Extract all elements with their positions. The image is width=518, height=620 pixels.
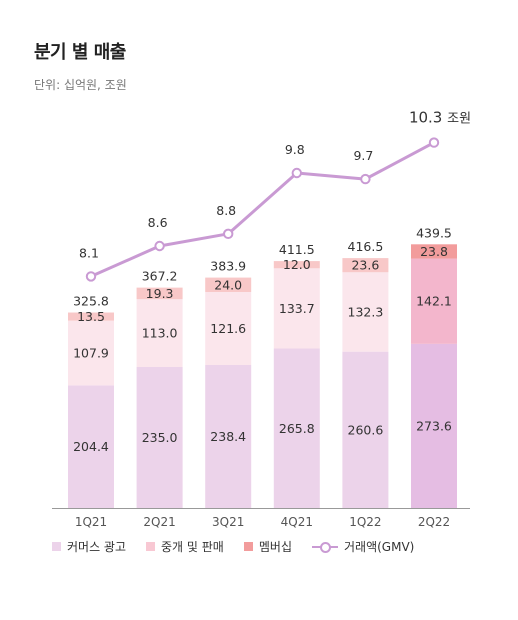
gmv-point-4Q21 xyxy=(291,167,302,179)
label-commerce-ad-1Q21: 204.4 xyxy=(73,439,109,454)
label-brokerage-1Q21: 107.9 xyxy=(73,345,109,360)
x-tick-2Q22: 2Q22 xyxy=(418,515,450,529)
label-brokerage-4Q21: 133.7 xyxy=(279,301,315,316)
legend-item-brokerage: 중개 및 판매 xyxy=(146,538,224,555)
bar-brokerage-2Q22 xyxy=(411,258,457,344)
total-label-1Q21: 325.8 xyxy=(73,294,109,309)
bar-membership-3Q21 xyxy=(205,277,252,292)
label-brokerage-3Q21: 121.6 xyxy=(210,321,246,336)
x-tick-2Q21: 2Q21 xyxy=(143,515,175,529)
legend-label-gmv: 거래액(GMV) xyxy=(343,540,415,554)
legend-item-gmv: 거래액(GMV) xyxy=(311,538,415,555)
gmv-label-2Q22: 10.3 조원 xyxy=(409,109,471,127)
gmv-label-2Q21: 8.6 xyxy=(148,215,168,230)
bar-commerce-ad-3Q21 xyxy=(205,364,252,508)
bar-commerce-ad-4Q21 xyxy=(273,348,320,508)
bar-membership-2Q21 xyxy=(136,287,183,300)
label-membership-1Q22: 23.6 xyxy=(351,258,379,273)
gmv-point-1Q21 xyxy=(85,271,97,282)
total-label-1Q22: 416.5 xyxy=(348,239,384,254)
bar-brokerage-3Q21 xyxy=(205,292,252,365)
legend-label-commerce-ad: 커머스 광고 xyxy=(67,540,127,554)
label-commerce-ad-2Q21: 235.0 xyxy=(142,430,178,445)
bar-membership-1Q21 xyxy=(68,312,114,321)
label-brokerage-1Q22: 132.3 xyxy=(348,304,384,319)
legend-label-membership: 멤버십 xyxy=(258,540,292,554)
bar-commerce-ad-2Q22 xyxy=(411,343,457,508)
x-tick-3Q21: 3Q21 xyxy=(212,515,244,529)
x-tick-1Q21: 1Q21 xyxy=(75,515,107,529)
legend-swatch-brokerage xyxy=(146,542,156,551)
legend-swatch-membership xyxy=(243,542,253,551)
label-brokerage-2Q21: 113.0 xyxy=(142,326,178,341)
total-label-2Q21: 367.2 xyxy=(142,269,178,284)
label-brokerage-2Q22: 142.1 xyxy=(416,294,452,309)
legend-item-commerce-ad: 커머스 광고 xyxy=(52,538,126,555)
label-commerce-ad-2Q22: 273.6 xyxy=(416,418,452,433)
label-membership-2Q22: 23.8 xyxy=(420,244,448,259)
bar-membership-1Q22 xyxy=(342,258,389,273)
label-commerce-ad-3Q21: 238.4 xyxy=(210,429,246,444)
unit-subtitle: 단위: 십억원, 조원 xyxy=(34,78,127,92)
label-commerce-ad-1Q22: 260.6 xyxy=(348,422,384,437)
bar-brokerage-1Q21 xyxy=(68,320,114,386)
legend-item-membership: 멤버십 xyxy=(243,538,292,555)
bar-commerce-ad-2Q21 xyxy=(136,367,183,508)
legend-label-brokerage: 중개 및 판매 xyxy=(161,540,224,554)
label-membership-3Q21: 24.0 xyxy=(214,277,242,292)
gmv-label-4Q21: 9.8 xyxy=(285,142,305,157)
label-membership-2Q21: 19.3 xyxy=(146,286,174,301)
gmv-point-1Q22 xyxy=(360,173,371,185)
gmv-point-2Q22 xyxy=(428,137,440,148)
gmv-label-1Q21: 8.1 xyxy=(79,245,99,260)
gmv-point-2Q21 xyxy=(154,240,165,252)
gmv-point-3Q21 xyxy=(223,228,234,240)
total-label-4Q21: 411.5 xyxy=(279,242,315,257)
label-membership-1Q21: 13.5 xyxy=(77,309,105,324)
chart-legend: 커머스 광고 중개 및 판매 멤버십 거래액(GMV) xyxy=(52,538,434,555)
total-label-2Q22: 439.5 xyxy=(416,225,452,240)
legend-line-gmv-icon xyxy=(311,541,338,553)
x-tick-1Q22: 1Q22 xyxy=(349,515,381,529)
legend-swatch-commerce-ad xyxy=(52,542,61,551)
bar-commerce-ad-1Q21 xyxy=(68,385,114,508)
bar-brokerage-2Q21 xyxy=(136,299,183,367)
bar-brokerage-4Q21 xyxy=(273,268,320,349)
bar-brokerage-1Q22 xyxy=(342,272,389,352)
label-membership-4Q21: 12.0 xyxy=(283,257,311,272)
bar-membership-4Q21 xyxy=(273,261,320,269)
chart-title: 분기 별 매출 xyxy=(34,42,126,63)
total-label-3Q21: 383.9 xyxy=(210,259,246,274)
gmv-label-1Q22: 9.7 xyxy=(353,148,373,163)
label-commerce-ad-4Q21: 265.8 xyxy=(279,421,315,436)
gmv-label-3Q21: 8.8 xyxy=(216,203,236,218)
bar-membership-2Q22 xyxy=(411,244,457,259)
gmv-line xyxy=(90,141,435,278)
x-tick-4Q21: 4Q21 xyxy=(281,515,313,529)
bar-commerce-ad-1Q22 xyxy=(342,351,389,508)
